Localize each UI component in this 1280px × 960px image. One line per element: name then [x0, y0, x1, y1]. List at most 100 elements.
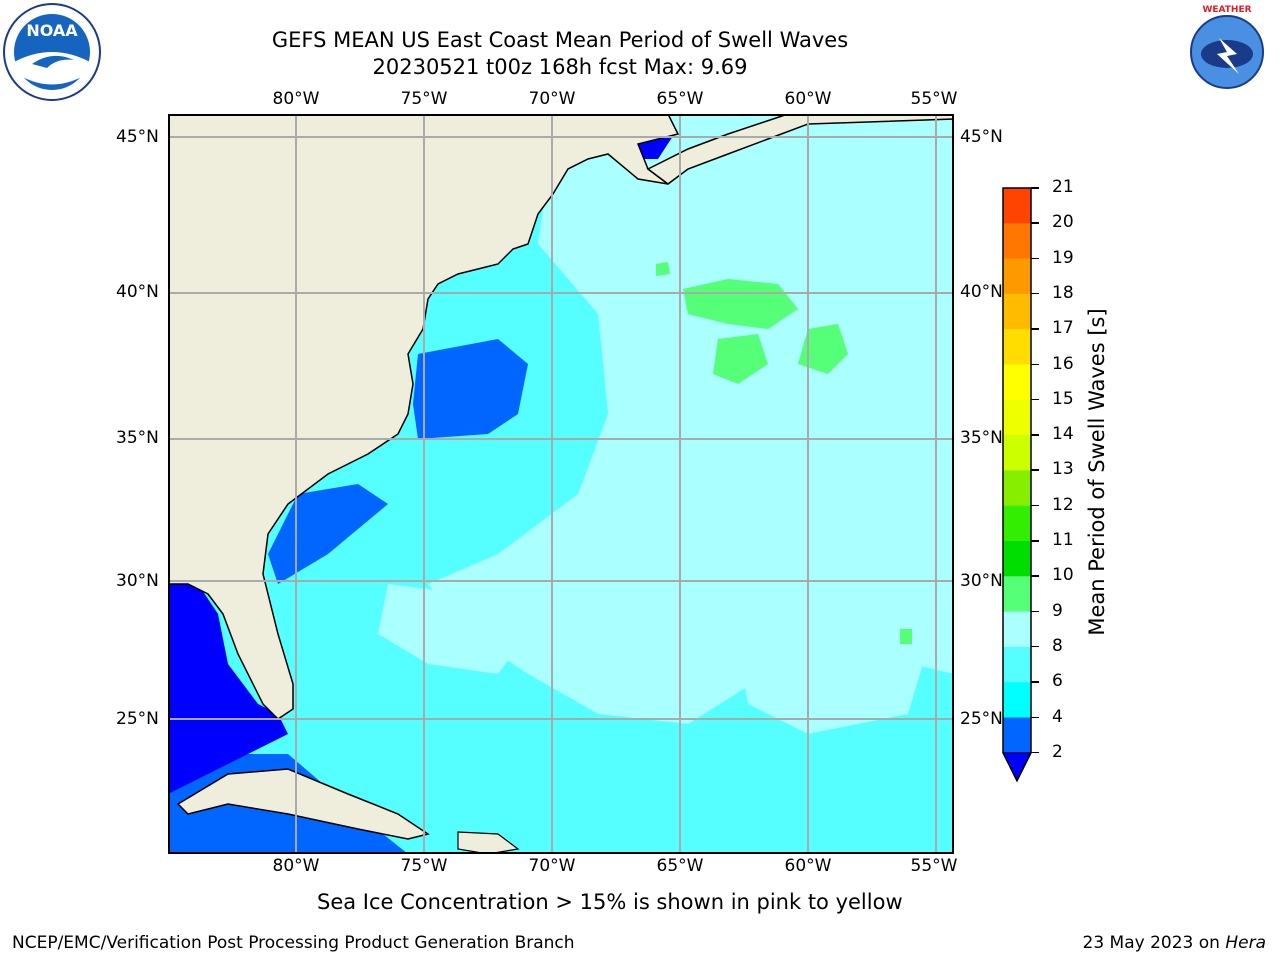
gulf-deep-blue [168, 584, 288, 794]
colorbar-svg [1002, 187, 1032, 783]
title-line-2: 20230521 t00z 168h fcst Max: 9.69 [372, 55, 748, 79]
green-patch [900, 629, 912, 644]
colorbar-tick-label: 14 [1052, 424, 1074, 445]
colorbar-tick-mark [1031, 434, 1039, 436]
map-panel [167, 113, 955, 855]
blue-region [413, 339, 528, 439]
colorbar-tick-mark [1031, 716, 1039, 718]
colorbar-segment [1003, 646, 1031, 683]
colorbar-segment [1003, 611, 1031, 648]
colorbar-tick-label: 12 [1052, 494, 1074, 515]
noaa-logo: NOAA [2, 2, 102, 102]
graticule [168, 114, 954, 854]
colorbar-segment [1003, 435, 1031, 471]
colorbar-segment [1003, 188, 1031, 224]
lat-label-right: 35°N [960, 428, 1003, 448]
colorbar-tick-label: 18 [1052, 282, 1074, 303]
lat-label-left: 40°N [116, 282, 159, 302]
colorbar-tick-label: 2 [1052, 741, 1063, 762]
colorbar-outline [1002, 187, 1032, 783]
lat-label-left: 30°N [116, 571, 159, 591]
footer-left: NCEP/EMC/Verification Post Processing Pr… [12, 933, 575, 953]
colorbar-segment [1003, 576, 1031, 613]
lon-label-top: 70°W [528, 89, 576, 109]
caption-text: Sea Ice Concentration > 15% is shown in … [317, 890, 903, 914]
colorbar-segment [1003, 223, 1031, 260]
colorbar-tick-mark [1031, 257, 1039, 260]
lon-label-top: 75°W [400, 89, 448, 109]
colorbar-segment [1003, 258, 1031, 295]
colorbar-tick-mark [1031, 292, 1039, 295]
colorbar-tick-mark [1031, 751, 1039, 754]
lon-label-top: 80°W [272, 89, 320, 109]
lon-label-bottom: 65°W [656, 856, 704, 876]
colorbar-tick-mark [1031, 398, 1039, 401]
lat-label-left: 35°N [116, 428, 159, 448]
land-hispaniola [457, 831, 520, 855]
lon-label-top: 55°W [910, 89, 958, 109]
colorbar-tick-label: 16 [1052, 353, 1074, 374]
colorbar-segment [1003, 399, 1031, 436]
colorbar-segment [1003, 329, 1031, 365]
lat-label-right: 40°N [960, 282, 1003, 302]
colorbar-tick-mark [1031, 504, 1039, 507]
colorbar-tick-label: 4 [1052, 706, 1063, 727]
colorbar-tick-mark [1031, 645, 1039, 648]
lat-label-left: 25°N [116, 709, 159, 729]
lon-label-bottom: 70°W [528, 856, 576, 876]
colorbar-segment [1003, 541, 1031, 577]
blue-region [268, 484, 388, 584]
colorbar-tick-label: 11 [1052, 530, 1074, 550]
colorbar-tick-mark [1031, 540, 1039, 542]
colorbar-tick-label: 15 [1052, 388, 1074, 409]
colorbar-tick-label: 6 [1052, 671, 1063, 692]
svg-text:NOAA: NOAA [26, 21, 78, 40]
lon-label-bottom: 75°W [400, 856, 448, 876]
lon-label-top: 65°W [656, 89, 704, 109]
lat-label-right: 30°N [960, 571, 1003, 591]
lon-label-bottom: 80°W [272, 856, 320, 876]
svg-text:WEATHER: WEATHER [1202, 5, 1251, 15]
sea-ice-caption: Sea Ice Concentration > 15% is shown in … [170, 890, 1130, 914]
green-patch [713, 334, 768, 384]
colorbar-segment [1003, 682, 1031, 718]
colorbar-segment [1003, 505, 1031, 542]
colorbar-tick-mark [1031, 681, 1039, 683]
green-patch [656, 262, 670, 276]
map-svg [167, 113, 955, 855]
colorbar-segment [1003, 470, 1031, 507]
colorbar-tick-label: 21 [1052, 177, 1074, 197]
chart-title: GEFS MEAN US East Coast Mean Period of S… [160, 27, 960, 81]
lat-label-right: 45°N [960, 127, 1003, 147]
colorbar-tick-label: 10 [1052, 565, 1074, 586]
lat-label-right: 25°N [960, 709, 1003, 729]
nws-logo: WEATHER [1177, 2, 1277, 102]
light-cyan-region [428, 114, 954, 724]
colorbar-tick-label: 17 [1052, 318, 1074, 339]
lon-label-bottom: 55°W [910, 856, 958, 876]
colorbar-segment [1003, 717, 1031, 754]
colorbar-tick-mark [1031, 187, 1039, 189]
footer-host: Hera [1225, 933, 1266, 953]
light-cyan-patch [378, 584, 528, 674]
green-patch [683, 279, 798, 329]
colorbar-tick-mark [1031, 575, 1039, 577]
colorbar [1000, 186, 1040, 786]
colorbar-tick-mark [1031, 363, 1039, 365]
colorbar-segment [1003, 293, 1031, 330]
lat-label-left: 45°N [116, 127, 159, 147]
lon-label-top: 60°W [784, 89, 832, 109]
colorbar-segment [1003, 364, 1031, 401]
colorbar-label: Mean Period of Swell Waves [s] [1085, 308, 1109, 636]
colorbar-tick-label: 20 [1052, 212, 1074, 233]
colorbar-tick-mark [1031, 469, 1039, 471]
title-line-1: GEFS MEAN US East Coast Mean Period of S… [271, 28, 849, 52]
light-cyan-patch [728, 584, 938, 734]
colorbar-tick-mark [1031, 610, 1039, 613]
footer-right: 23 May 2023 on Hera [1083, 933, 1267, 953]
footer-date: 23 May 2023 on [1082, 933, 1220, 953]
colorbar-tick-mark [1031, 328, 1039, 330]
green-patch [798, 324, 848, 374]
colorbar-tick-label: 8 [1052, 635, 1063, 656]
land-cuba [176, 768, 430, 840]
